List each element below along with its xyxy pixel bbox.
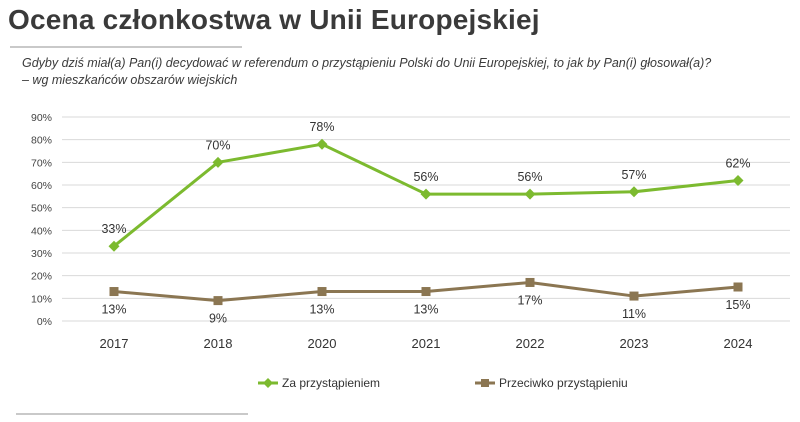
data-point	[732, 174, 744, 186]
data-label: 13%	[309, 303, 334, 317]
data-label: 15%	[725, 298, 750, 312]
data-label: 11%	[622, 307, 646, 321]
data-label: 13%	[101, 303, 126, 317]
y-tick-label: 50%	[31, 203, 52, 215]
x-tick-label: 2017	[100, 336, 129, 351]
y-tick-label: 40%	[31, 225, 52, 237]
data-point	[316, 138, 328, 150]
data-point	[421, 287, 431, 297]
data-point	[420, 188, 432, 200]
x-tick-label: 2018	[204, 336, 233, 351]
y-tick-label: 90%	[31, 112, 52, 124]
data-label: 70%	[205, 138, 230, 152]
x-tick-label: 2021	[412, 336, 441, 351]
legend-label: Przeciwko przystąpieniu	[499, 376, 628, 390]
title-divider	[10, 46, 242, 48]
data-label: 9%	[209, 312, 227, 326]
x-tick-label: 2022	[516, 336, 545, 351]
legend-marker	[481, 379, 489, 387]
data-label: 56%	[517, 170, 542, 184]
subtitle-group: – wg mieszkańców obszarów wiejskich	[22, 73, 238, 87]
y-tick-label: 0%	[37, 316, 52, 328]
y-tick-label: 70%	[31, 157, 52, 169]
legend-label: Za przystąpieniem	[282, 376, 380, 390]
data-label: 62%	[725, 156, 750, 170]
data-point	[213, 296, 223, 306]
x-tick-label: 2024	[724, 336, 753, 351]
y-tick-label: 20%	[31, 271, 52, 283]
data-point	[629, 291, 639, 301]
x-tick-label: 2023	[620, 336, 649, 351]
data-label: 13%	[413, 303, 438, 317]
subtitle-question: Gdyby dziś miał(a) Pan(i) decydować w re…	[22, 56, 712, 70]
data-label: 56%	[413, 170, 438, 184]
page-title: Ocena członkostwa w Unii Europejskiej	[8, 4, 540, 35]
data-point	[108, 240, 120, 252]
data-label: 78%	[309, 120, 334, 134]
legend-marker	[263, 378, 273, 388]
data-point	[628, 186, 640, 198]
chart-subtitle: Gdyby dziś miał(a) Pan(i) decydować w re…	[22, 55, 792, 89]
data-label: 17%	[517, 293, 542, 307]
data-label: 57%	[621, 168, 646, 182]
data-point	[525, 277, 535, 287]
data-point	[212, 156, 224, 168]
data-point	[317, 287, 327, 297]
y-tick-label: 10%	[31, 293, 52, 305]
data-point	[524, 188, 536, 200]
y-tick-label: 60%	[31, 180, 52, 192]
data-point	[733, 282, 743, 292]
x-tick-label: 2020	[308, 336, 337, 351]
y-tick-label: 30%	[31, 248, 52, 260]
data-label: 33%	[101, 222, 126, 236]
y-tick-label: 80%	[31, 135, 52, 147]
data-point	[109, 287, 119, 297]
footer-divider	[16, 413, 248, 415]
